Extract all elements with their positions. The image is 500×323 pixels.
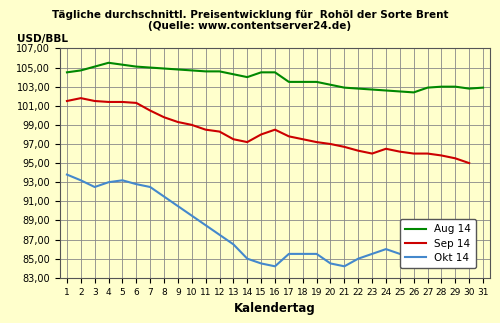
Sep 14 xyxy=(300,137,306,141)
X-axis label: Kalendertag: Kalendertag xyxy=(234,302,316,315)
Sep 14 xyxy=(92,99,98,103)
Okt 14 xyxy=(383,247,389,251)
Okt 14 xyxy=(244,257,250,261)
Okt 14 xyxy=(466,240,472,244)
Okt 14 xyxy=(424,249,430,253)
Okt 14 xyxy=(314,252,320,256)
Aug 14 xyxy=(286,80,292,84)
Line: Aug 14: Aug 14 xyxy=(67,63,483,92)
Aug 14 xyxy=(64,70,70,74)
Sep 14 xyxy=(216,130,222,133)
Text: USD/BBL: USD/BBL xyxy=(17,34,68,44)
Sep 14 xyxy=(175,120,181,124)
Okt 14 xyxy=(438,245,444,249)
Aug 14 xyxy=(189,68,195,72)
Line: Sep 14: Sep 14 xyxy=(67,98,469,163)
Sep 14 xyxy=(147,109,153,112)
Aug 14 xyxy=(120,63,126,67)
Sep 14 xyxy=(272,128,278,131)
Aug 14 xyxy=(438,85,444,89)
Sep 14 xyxy=(355,149,361,153)
Aug 14 xyxy=(216,69,222,73)
Text: Tägliche durchschnittl. Preisentwicklung für  Rohöl der Sorte Brent
(Quelle: www: Tägliche durchschnittl. Preisentwicklung… xyxy=(52,10,448,31)
Sep 14 xyxy=(78,96,84,100)
Okt 14 xyxy=(286,252,292,256)
Okt 14 xyxy=(175,204,181,208)
Aug 14 xyxy=(175,68,181,71)
Aug 14 xyxy=(244,75,250,79)
Sep 14 xyxy=(106,100,112,104)
Sep 14 xyxy=(452,156,458,160)
Sep 14 xyxy=(286,134,292,138)
Aug 14 xyxy=(397,89,403,93)
Okt 14 xyxy=(78,178,84,182)
Aug 14 xyxy=(106,61,112,65)
Aug 14 xyxy=(466,87,472,90)
Aug 14 xyxy=(230,72,236,76)
Sep 14 xyxy=(202,128,208,131)
Aug 14 xyxy=(452,85,458,89)
Okt 14 xyxy=(342,264,347,268)
Okt 14 xyxy=(216,233,222,237)
Aug 14 xyxy=(342,86,347,89)
Okt 14 xyxy=(369,252,375,256)
Okt 14 xyxy=(161,195,167,199)
Sep 14 xyxy=(410,151,416,155)
Sep 14 xyxy=(424,151,430,155)
Aug 14 xyxy=(314,80,320,84)
Sep 14 xyxy=(189,123,195,127)
Legend: Aug 14, Sep 14, Okt 14: Aug 14, Sep 14, Okt 14 xyxy=(400,219,476,268)
Aug 14 xyxy=(369,88,375,91)
Okt 14 xyxy=(147,185,153,189)
Sep 14 xyxy=(161,115,167,119)
Aug 14 xyxy=(258,70,264,74)
Aug 14 xyxy=(480,86,486,89)
Okt 14 xyxy=(92,185,98,189)
Sep 14 xyxy=(258,132,264,136)
Okt 14 xyxy=(134,182,140,186)
Aug 14 xyxy=(202,69,208,73)
Sep 14 xyxy=(314,140,320,144)
Aug 14 xyxy=(134,65,140,68)
Sep 14 xyxy=(120,100,126,104)
Line: Okt 14: Okt 14 xyxy=(67,174,469,266)
Aug 14 xyxy=(424,86,430,89)
Okt 14 xyxy=(258,262,264,266)
Sep 14 xyxy=(244,140,250,144)
Sep 14 xyxy=(134,101,140,105)
Okt 14 xyxy=(452,242,458,246)
Aug 14 xyxy=(92,65,98,68)
Sep 14 xyxy=(369,151,375,155)
Okt 14 xyxy=(410,252,416,256)
Aug 14 xyxy=(410,90,416,94)
Aug 14 xyxy=(161,67,167,70)
Aug 14 xyxy=(383,89,389,92)
Sep 14 xyxy=(466,161,472,165)
Aug 14 xyxy=(300,80,306,84)
Okt 14 xyxy=(120,178,126,182)
Okt 14 xyxy=(202,223,208,227)
Sep 14 xyxy=(230,137,236,141)
Sep 14 xyxy=(438,153,444,157)
Sep 14 xyxy=(397,150,403,153)
Aug 14 xyxy=(78,68,84,72)
Okt 14 xyxy=(355,257,361,261)
Sep 14 xyxy=(342,145,347,149)
Sep 14 xyxy=(64,99,70,103)
Aug 14 xyxy=(355,87,361,90)
Sep 14 xyxy=(328,142,334,146)
Aug 14 xyxy=(272,70,278,74)
Aug 14 xyxy=(328,83,334,87)
Okt 14 xyxy=(106,180,112,184)
Okt 14 xyxy=(64,172,70,176)
Aug 14 xyxy=(147,66,153,69)
Okt 14 xyxy=(230,242,236,246)
Okt 14 xyxy=(300,252,306,256)
Okt 14 xyxy=(397,252,403,256)
Okt 14 xyxy=(328,262,334,266)
Okt 14 xyxy=(272,264,278,268)
Sep 14 xyxy=(383,147,389,151)
Okt 14 xyxy=(189,214,195,218)
